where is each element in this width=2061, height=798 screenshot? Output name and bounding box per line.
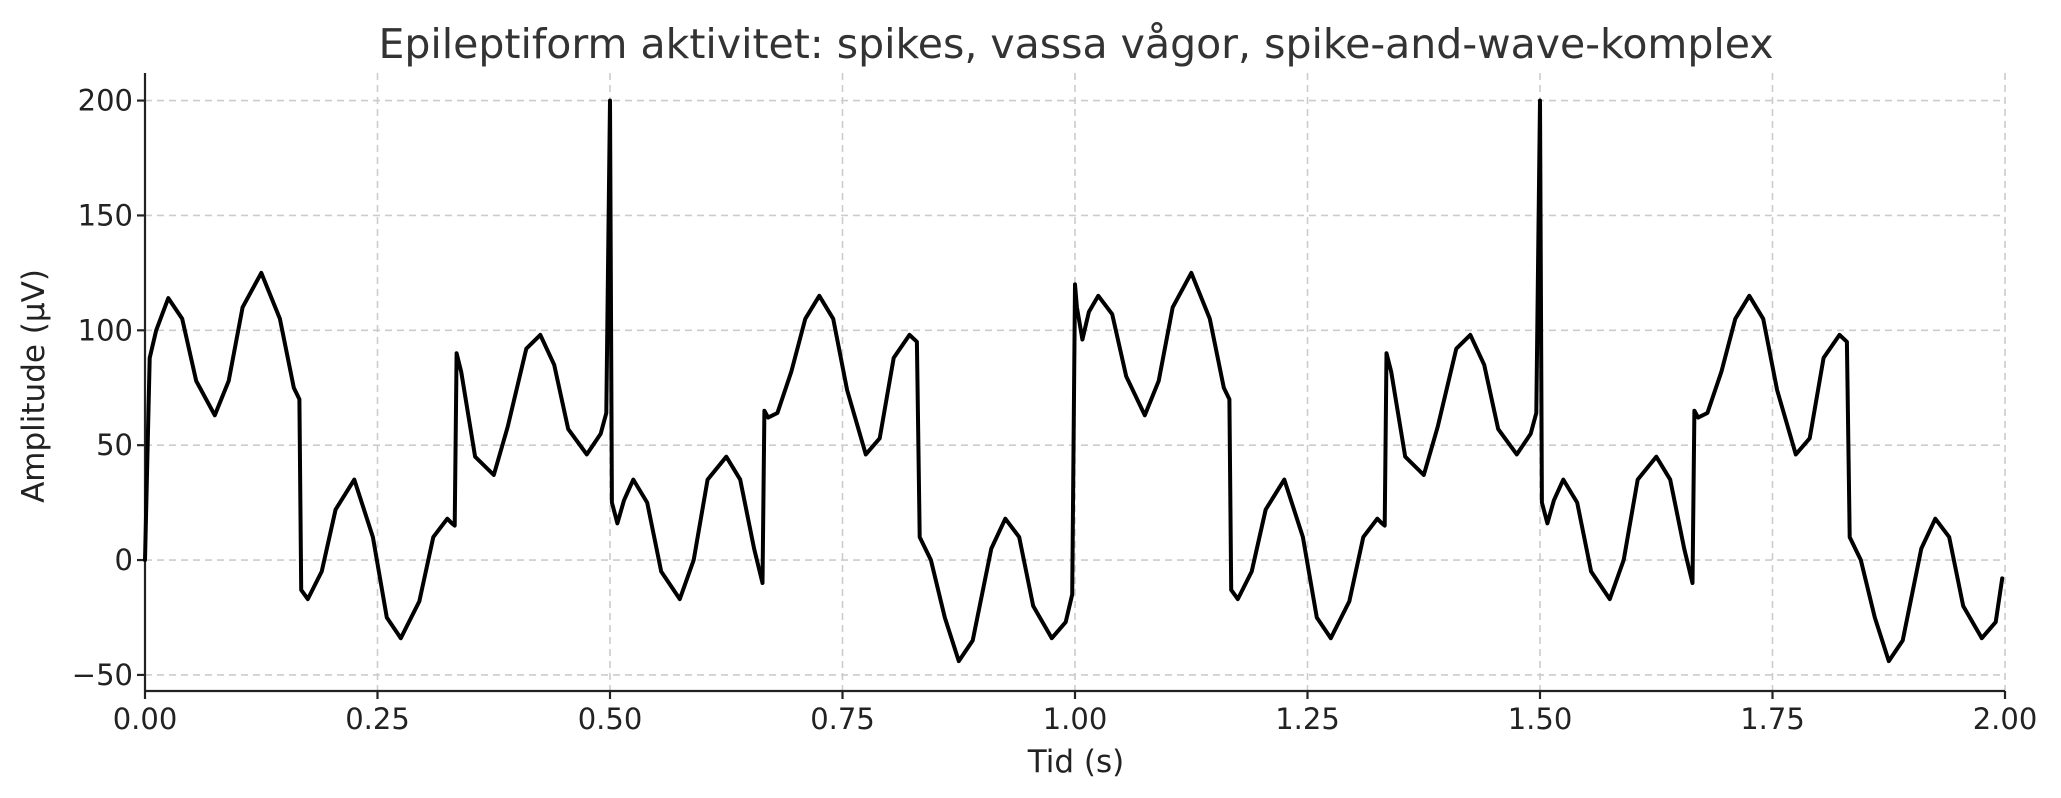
series-group	[143, 98, 2005, 664]
y-tick-label: 50	[96, 428, 133, 462]
y-axis-label: Amplitude (µV)	[16, 269, 52, 503]
x-tick-label: 1.50	[1508, 702, 1573, 736]
y-axis-ticks: −50 0 50 100 150 200	[72, 84, 145, 692]
x-axis-label: Tid (s)	[1027, 744, 1124, 780]
x-tick-label: 0.75	[810, 702, 875, 736]
y-tick-label: 0	[115, 543, 133, 577]
y-tick-label: 100	[78, 313, 133, 347]
chart-title: Epileptiform aktivitet: spikes, vassa vå…	[378, 20, 1773, 68]
y-tick-label: 200	[78, 84, 133, 118]
x-tick-label: 2.00	[1973, 702, 2038, 736]
y-tick-label: 150	[78, 198, 133, 232]
x-tick-label: 0.00	[113, 702, 178, 736]
x-tick-label: 1.75	[1740, 702, 1805, 736]
y-tick-label: −50	[72, 658, 133, 692]
series-line-0	[143, 98, 2005, 664]
x-axis-ticks: 0.00 0.25 0.50 0.75 1.00 1.25 1.50 1.75 2.00	[113, 691, 2038, 736]
x-tick-label: 1.25	[1275, 702, 1340, 736]
x-tick-label: 1.00	[1043, 702, 1108, 736]
x-tick-label: 0.50	[578, 702, 643, 736]
x-tick-label: 0.25	[345, 702, 410, 736]
